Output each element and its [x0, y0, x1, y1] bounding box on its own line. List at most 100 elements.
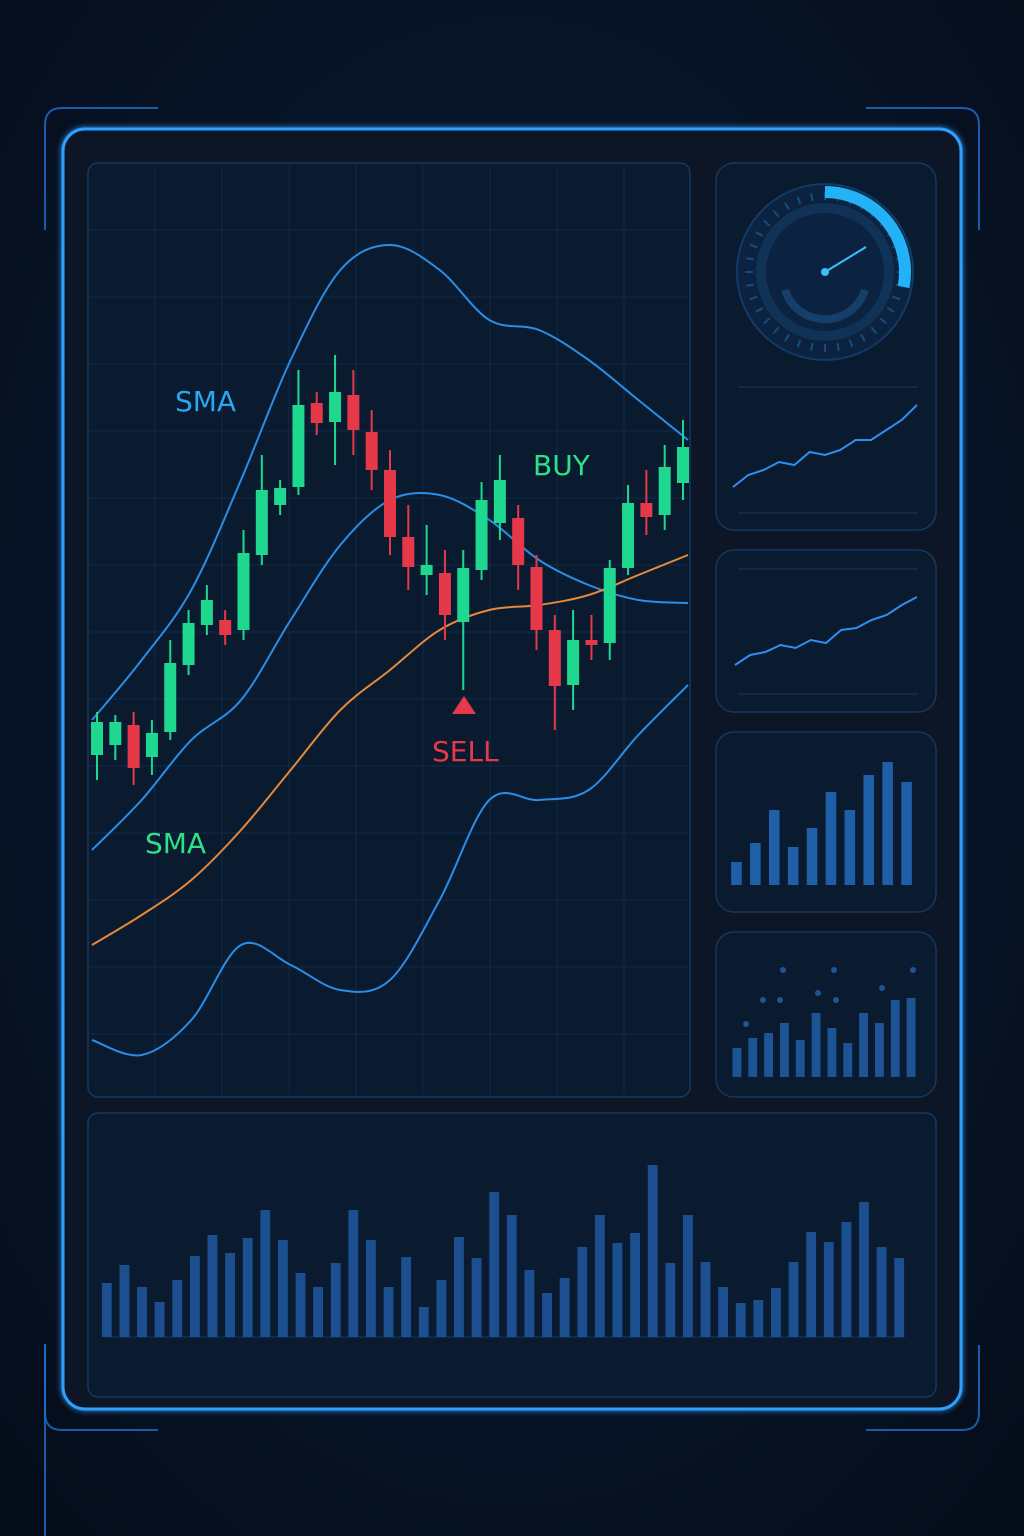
gauge-tick — [763, 317, 771, 325]
bar — [189, 1256, 200, 1337]
candle-body — [145, 733, 158, 757]
annotation: SMA — [175, 385, 236, 418]
candle-body — [603, 568, 616, 643]
bar — [771, 1288, 781, 1337]
bar — [876, 1247, 887, 1337]
indicator-line — [91, 243, 689, 721]
gauge-tick — [836, 342, 840, 351]
bar — [859, 1013, 869, 1077]
bar — [890, 1000, 900, 1077]
bar — [330, 1263, 341, 1337]
candle-body — [219, 620, 232, 635]
candle-body — [622, 503, 635, 568]
candle-body — [493, 480, 506, 523]
gauge-tick — [892, 295, 901, 301]
bar — [894, 1258, 905, 1337]
candle-body — [640, 503, 653, 517]
decorative-dots — [743, 967, 916, 1027]
bar — [825, 792, 837, 885]
candle-body — [585, 640, 598, 645]
bar — [843, 1043, 853, 1077]
bar — [612, 1243, 623, 1337]
bar — [735, 1303, 746, 1337]
bar — [764, 1033, 774, 1077]
bar — [788, 1262, 799, 1337]
gauge-tick — [755, 231, 764, 237]
annotation: SELL — [432, 735, 499, 768]
bar — [682, 1215, 693, 1337]
candle-body — [457, 568, 470, 622]
bar — [859, 1202, 869, 1337]
bar — [630, 1233, 640, 1337]
bar — [559, 1278, 570, 1337]
bar — [823, 1242, 834, 1337]
bar — [348, 1210, 359, 1337]
candle-body — [658, 467, 671, 515]
candle-body — [200, 600, 213, 625]
gauge-tick — [772, 210, 780, 218]
bar — [787, 847, 799, 885]
gauge-arc — [824, 186, 911, 289]
gauge-tick — [860, 333, 866, 342]
sparkline-panel — [715, 549, 937, 713]
gauge-tick — [879, 317, 887, 325]
bar — [750, 843, 761, 885]
bar — [260, 1210, 271, 1337]
bar — [277, 1240, 288, 1337]
bar — [383, 1287, 394, 1337]
bar — [454, 1237, 464, 1337]
candle-body — [548, 630, 561, 686]
sparkline — [734, 596, 918, 666]
bar — [731, 862, 742, 885]
bar — [295, 1273, 306, 1337]
candle-body — [347, 395, 360, 430]
candle-body — [365, 432, 378, 470]
gauge-tick — [886, 307, 895, 313]
bar — [779, 1023, 789, 1077]
bar — [436, 1280, 447, 1337]
bar — [154, 1302, 165, 1337]
bar — [366, 1240, 376, 1337]
corner-brackets-bottom — [44, 1345, 980, 1431]
gauge-tick — [810, 193, 814, 202]
candle-body — [255, 490, 268, 555]
candle-body — [91, 722, 103, 755]
bar — [906, 998, 916, 1077]
bar — [401, 1257, 412, 1337]
candle-body — [530, 567, 543, 630]
indicator-line — [91, 554, 689, 946]
candle-body — [512, 518, 525, 565]
candle-body — [420, 565, 433, 575]
bar — [901, 782, 912, 885]
bar — [806, 1232, 817, 1337]
candle-body — [182, 623, 195, 665]
bar — [119, 1265, 130, 1337]
candle-body — [164, 663, 177, 732]
bar — [524, 1270, 535, 1337]
gauge-tick — [749, 243, 758, 249]
gauge-tick — [772, 326, 780, 334]
sell-marker — [452, 696, 476, 714]
bar — [874, 1023, 884, 1077]
bar — [827, 1028, 837, 1077]
gauge-tick — [870, 326, 878, 334]
bar — [700, 1262, 711, 1337]
bar — [137, 1287, 147, 1337]
candle-body — [677, 447, 689, 483]
gauge-tick — [746, 257, 755, 261]
bar — [594, 1215, 605, 1337]
bar — [101, 1283, 112, 1337]
candle-body — [109, 722, 122, 745]
main-chart-panel — [87, 162, 691, 1098]
bar — [418, 1307, 429, 1337]
gauge-tick — [755, 307, 764, 313]
gauge-tick — [784, 202, 790, 211]
bar — [225, 1253, 235, 1337]
bar — [207, 1235, 218, 1337]
bar — [811, 1013, 821, 1077]
candle-body — [310, 403, 323, 423]
bar — [665, 1263, 676, 1337]
candle-body — [402, 537, 415, 567]
bar — [841, 1222, 852, 1337]
